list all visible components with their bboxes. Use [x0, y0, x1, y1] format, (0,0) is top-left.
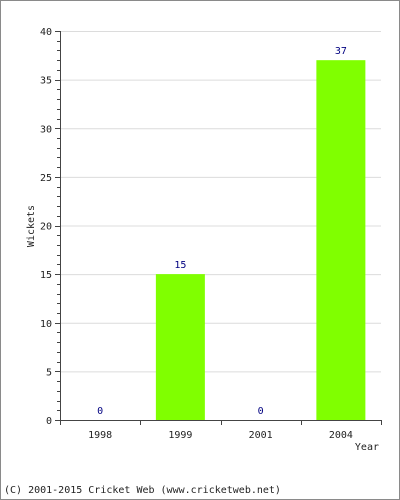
- x-tick-label: 2004: [329, 430, 353, 441]
- x-tick-label: 2001: [249, 430, 273, 441]
- x-tick-label: 1998: [88, 430, 112, 441]
- y-tick-label: 20: [40, 222, 52, 233]
- y-tick-label: 15: [40, 270, 52, 281]
- axes: [55, 31, 381, 425]
- y-axis-ticks: 0 5 10 15 20 25 30 35 40: [40, 27, 60, 427]
- bar-2004: [316, 60, 366, 421]
- y-tick-label: 35: [40, 76, 52, 87]
- data-label: 0: [258, 406, 264, 417]
- data-labels: 0 15 0 37: [97, 46, 347, 417]
- y-tick-label: 30: [40, 124, 52, 135]
- x-axis-ticks: 1998 1999 2001 2004: [60, 420, 382, 441]
- bar-1999: [155, 274, 205, 420]
- y-tick-label: 25: [40, 173, 52, 184]
- copyright-footer: (C) 2001-2015 Cricket Web (www.cricketwe…: [4, 485, 281, 496]
- y-tick-label: 0: [46, 416, 52, 427]
- data-label: 15: [174, 260, 186, 271]
- bars: [155, 60, 366, 421]
- x-tick-label: 1999: [168, 430, 192, 441]
- y-tick-label: 10: [40, 319, 52, 330]
- y-tick-label: 40: [40, 27, 52, 38]
- data-label: 37: [335, 46, 347, 57]
- data-label: 0: [97, 406, 103, 417]
- x-axis-title: Year: [355, 442, 379, 453]
- y-tick-label: 5: [46, 367, 52, 378]
- y-axis-title: Wickets: [26, 205, 37, 247]
